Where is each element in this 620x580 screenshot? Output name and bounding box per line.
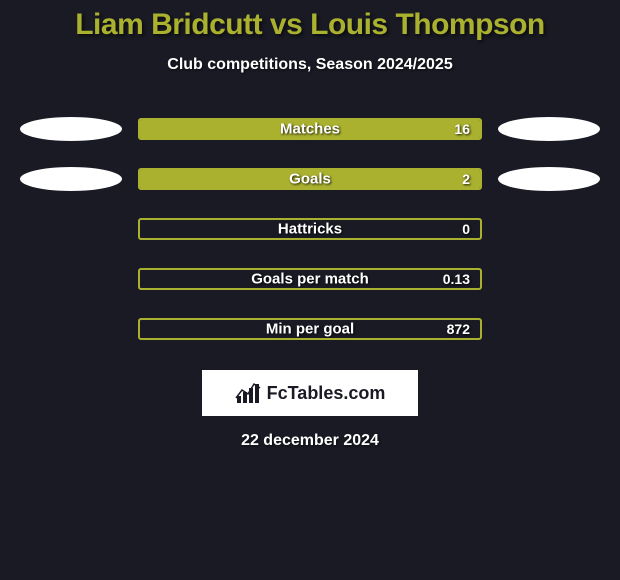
stat-row: Goals 2 — [10, 166, 610, 192]
stat-label: Min per goal — [266, 321, 354, 338]
brand-link[interactable]: FcTables.com — [202, 370, 418, 416]
right-ellipse-slot — [494, 216, 604, 242]
right-ellipse-icon — [498, 117, 600, 141]
stat-row: Min per goal 872 — [10, 316, 610, 342]
stat-label: Hattricks — [278, 221, 342, 238]
bar-chart-icon — [235, 382, 261, 404]
right-ellipse-slot — [494, 316, 604, 342]
stats-rows: Matches 16 Goals 2 — [0, 116, 620, 342]
brand-label: FcTables.com — [267, 383, 386, 404]
right-ellipse-slot — [494, 266, 604, 292]
stat-bar: Matches 16 — [138, 118, 482, 140]
date-label: 22 december 2024 — [241, 432, 379, 450]
left-ellipse-slot — [16, 216, 126, 242]
subtitle: Club competitions, Season 2024/2025 — [167, 56, 452, 74]
stat-bar: Hattricks 0 — [138, 218, 482, 240]
left-ellipse-icon — [20, 117, 122, 141]
left-ellipse-slot — [16, 266, 126, 292]
stat-bar: Goals 2 — [138, 168, 482, 190]
left-ellipse-slot — [16, 166, 126, 192]
stat-bar: Min per goal 872 — [138, 318, 482, 340]
page-title: Liam Bridcutt vs Louis Thompson — [75, 8, 545, 42]
left-ellipse-slot — [16, 116, 126, 142]
bar-fill-right — [310, 170, 480, 188]
stat-row: Goals per match 0.13 — [10, 266, 610, 292]
left-ellipse-icon — [20, 167, 122, 191]
stat-label: Goals per match — [251, 271, 369, 288]
stat-value: 2 — [462, 171, 470, 187]
stat-value: 0 — [462, 221, 470, 237]
stat-row: Matches 16 — [10, 116, 610, 142]
stat-bar: Goals per match 0.13 — [138, 268, 482, 290]
stat-label: Matches — [280, 121, 340, 138]
right-ellipse-slot — [494, 166, 604, 192]
right-ellipse-slot — [494, 116, 604, 142]
stat-row: Hattricks 0 — [10, 216, 610, 242]
stat-value: 872 — [447, 321, 470, 337]
stat-value: 16 — [454, 121, 470, 137]
left-ellipse-slot — [16, 316, 126, 342]
stat-label: Goals — [289, 171, 331, 188]
right-ellipse-icon — [498, 167, 600, 191]
bar-fill-left — [140, 170, 310, 188]
comparison-container: Liam Bridcutt vs Louis Thompson Club com… — [0, 0, 620, 450]
stat-value: 0.13 — [443, 271, 470, 287]
